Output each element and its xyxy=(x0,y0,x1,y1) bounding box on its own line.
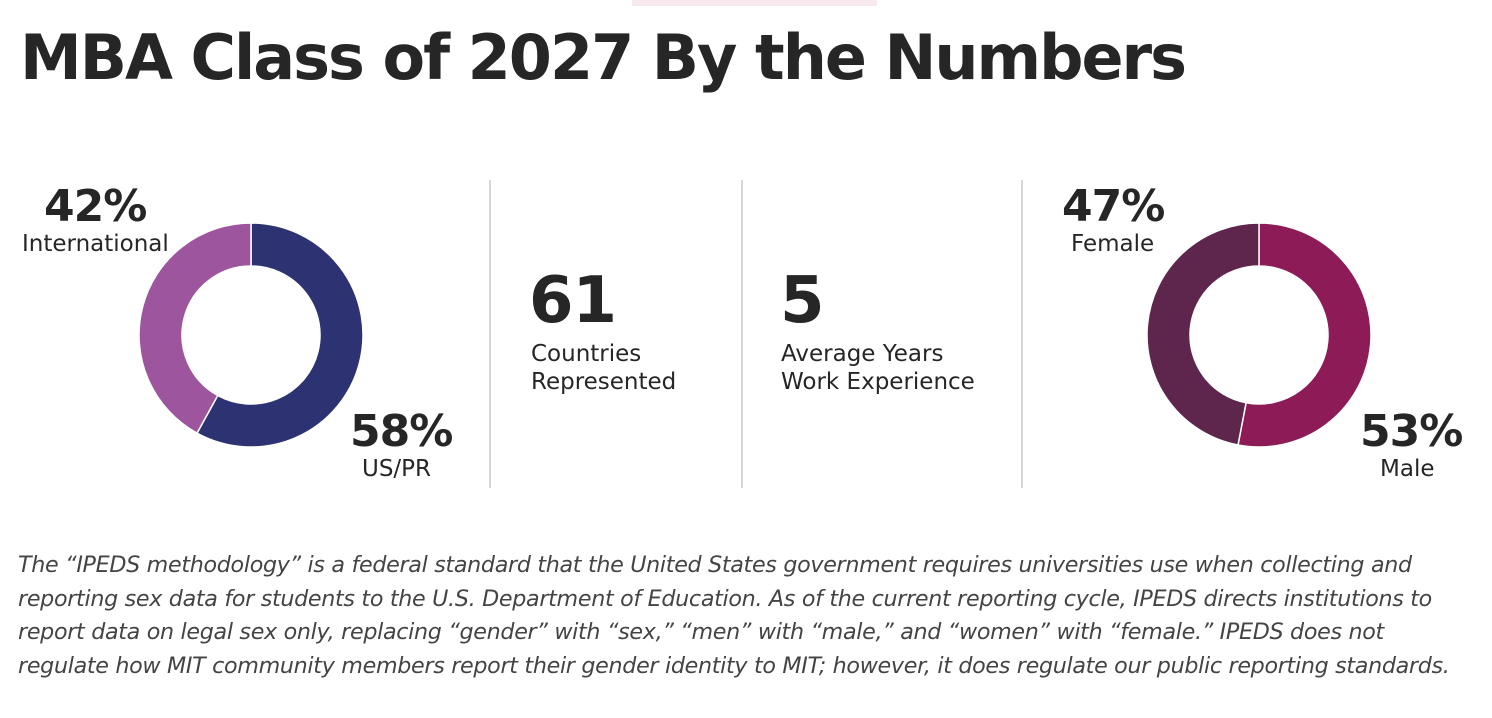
countries-count: 61 xyxy=(529,264,617,338)
work-experience-label: Average Years Work Experience xyxy=(781,340,975,396)
sex-slice-female xyxy=(1146,222,1260,446)
us-pr-percent-label: 58% xyxy=(350,406,453,457)
international-percent-label: 42% xyxy=(44,181,147,232)
work-experience-label-line-1: Average Years xyxy=(781,341,944,367)
work-experience-label-line-2: Work Experience xyxy=(781,369,975,395)
sex-donut-svg xyxy=(1146,222,1372,448)
ipeds-footnote: The “IPEDS methodology” is a federal sta… xyxy=(18,552,1450,679)
residency-donut-chart xyxy=(138,222,364,448)
male-percent-label: 53% xyxy=(1360,406,1463,457)
male-category-label: Male xyxy=(1380,456,1435,482)
countries-label-line-2: Represented xyxy=(531,369,677,395)
divider-2 xyxy=(741,180,743,488)
countries-label-line-1: Countries xyxy=(531,341,642,367)
us-pr-category-label: US/PR xyxy=(362,456,432,482)
residency-slice-us-pr xyxy=(196,222,364,448)
residency-donut-svg xyxy=(138,222,364,448)
residency-slice-international xyxy=(138,222,252,435)
sex-donut-chart xyxy=(1146,222,1372,448)
female-percent-label: 47% xyxy=(1062,181,1165,232)
work-experience-years: 5 xyxy=(780,264,825,338)
top-accent-strip xyxy=(632,0,877,6)
female-category-label: Female xyxy=(1071,231,1155,257)
countries-label: Countries Represented xyxy=(531,340,676,396)
divider-3 xyxy=(1021,180,1023,488)
international-category-label: International xyxy=(22,231,169,257)
page-title: MBA Class of 2027 By the Numbers xyxy=(20,21,1187,94)
sex-slice-male xyxy=(1237,222,1372,448)
divider-1 xyxy=(489,180,491,488)
